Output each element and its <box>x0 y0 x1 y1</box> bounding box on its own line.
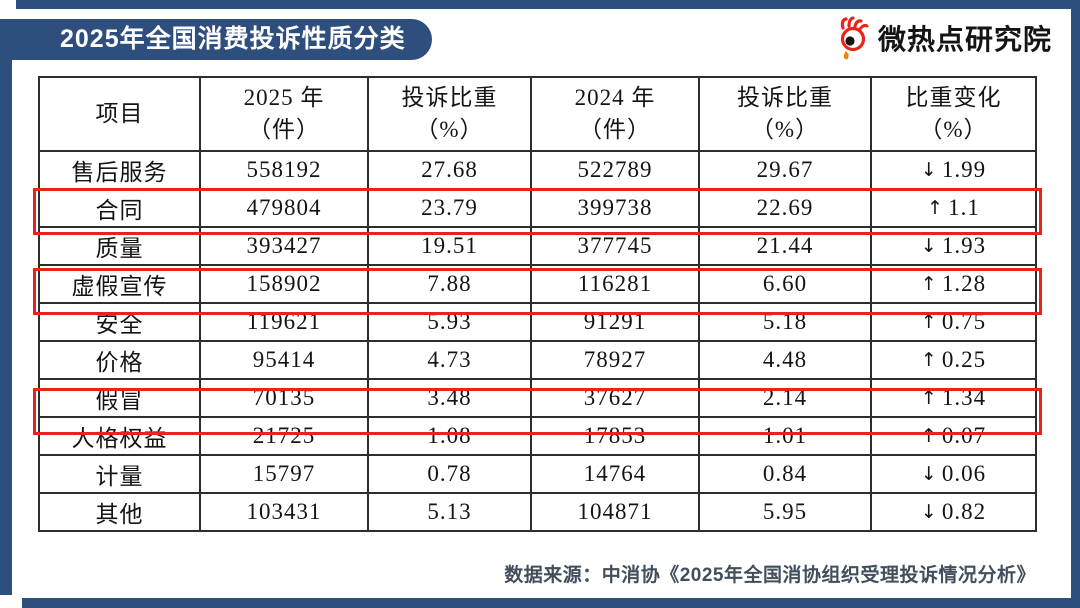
change-cell: ↓ 1.93 <box>870 226 1037 266</box>
table-row: 价格 95414 4.73 78927 4.48 ↑ 0.25 <box>38 340 1037 380</box>
count-2024-cell: 17853 <box>530 416 700 456</box>
share-2025-cell: 1.08 <box>367 416 532 456</box>
change-cell: ↓ 1.99 <box>870 150 1037 190</box>
table-row: 假冒 70135 3.48 37627 2.14 ↑ 1.34 <box>38 378 1037 418</box>
arrow-up-icon: ↑ <box>920 349 938 371</box>
col-header-change: 比重变化 （%） <box>870 76 1037 152</box>
change-cell: ↑ 1.28 <box>870 264 1037 304</box>
col-header-2024-count: 2024 年（件） <box>530 76 700 152</box>
table-row: 安全 119621 5.93 91291 5.18 ↑ 0.75 <box>38 302 1037 342</box>
count-2025-cell: 158902 <box>199 264 369 304</box>
item-cell: 虚假宣传 <box>38 264 201 304</box>
count-2024-cell: 522789 <box>530 150 700 190</box>
change-cell: ↓ 0.06 <box>870 454 1037 494</box>
weibo-eye-icon <box>833 16 873 60</box>
arrow-down-icon: ↓ <box>920 235 938 257</box>
col-header-2024-share: 投诉比重 （%） <box>698 76 872 152</box>
share-2024-cell: 4.48 <box>698 340 872 380</box>
count-2025-cell: 479804 <box>199 188 369 228</box>
table-row: 其他 103431 5.13 104871 5.95 ↓ 0.82 <box>38 492 1037 532</box>
frame-left-bar <box>0 20 12 595</box>
table-row: 售后服务 558192 27.68 522789 29.67 ↓ 1.99 <box>38 150 1037 190</box>
share-2024-cell: 2.14 <box>698 378 872 418</box>
item-cell: 其他 <box>38 492 201 532</box>
complaints-table: 项目 2025 年（件） 投诉比重 （%） 2024 年（件） 投诉比重 （%） 比… <box>38 76 1037 532</box>
share-2025-cell: 4.73 <box>367 340 532 380</box>
share-2025-cell: 3.48 <box>367 378 532 418</box>
share-2025-cell: 5.13 <box>367 492 532 532</box>
count-2024-cell: 91291 <box>530 302 700 342</box>
table-row: 虚假宣传 158902 7.88 116281 6.60 ↑ 1.28 <box>38 264 1037 304</box>
page-title: 2025年全国消费投诉性质分类 <box>0 19 432 60</box>
col-header-item: 项目 <box>38 76 201 152</box>
share-2025-cell: 23.79 <box>367 188 532 228</box>
col-header-2025-count: 2025 年（件） <box>199 76 369 152</box>
table-row: 人格权益 21725 1.08 17853 1.01 ↑ 0.07 <box>38 416 1037 456</box>
count-2024-cell: 78927 <box>530 340 700 380</box>
brand-logo: 微热点研究院 <box>833 16 1052 60</box>
count-2025-cell: 15797 <box>199 454 369 494</box>
table-row: 合同 479804 23.79 399738 22.69 ↑ 1.1 <box>38 188 1037 228</box>
share-2024-cell: 5.18 <box>698 302 872 342</box>
col-header-2025-share: 投诉比重 （%） <box>367 76 532 152</box>
count-2024-cell: 37627 <box>530 378 700 418</box>
data-source-note: 数据来源：中消协《2025年全国消协组织受理投诉情况分析》 <box>504 565 1036 586</box>
table-header-row: 项目 2025 年（件） 投诉比重 （%） 2024 年（件） 投诉比重 （%） 比… <box>38 76 1037 152</box>
share-2024-cell: 5.95 <box>698 492 872 532</box>
count-2024-cell: 377745 <box>530 226 700 266</box>
change-cell: ↓ 0.82 <box>870 492 1037 532</box>
count-2024-cell: 14764 <box>530 454 700 494</box>
arrow-down-icon: ↓ <box>920 501 938 523</box>
arrow-up-icon: ↑ <box>920 425 938 447</box>
change-cell: ↑ 0.25 <box>870 340 1037 380</box>
brand-name: 微热点研究院 <box>877 24 1052 55</box>
change-cell: ↑ 1.1 <box>870 188 1037 228</box>
count-2025-cell: 95414 <box>199 340 369 380</box>
count-2024-cell: 399738 <box>530 188 700 228</box>
share-2025-cell: 7.88 <box>367 264 532 304</box>
count-2025-cell: 103431 <box>199 492 369 532</box>
share-2024-cell: 1.01 <box>698 416 872 456</box>
frame-right-bar <box>1071 4 1080 602</box>
item-cell: 安全 <box>38 302 201 342</box>
count-2025-cell: 393427 <box>199 226 369 266</box>
arrow-up-icon: ↑ <box>920 311 938 333</box>
count-2024-cell: 104871 <box>530 492 700 532</box>
item-cell: 售后服务 <box>38 150 201 190</box>
count-2025-cell: 119621 <box>199 302 369 342</box>
change-cell: ↑ 0.75 <box>870 302 1037 342</box>
frame-top-bar <box>16 0 1080 9</box>
share-2025-cell: 19.51 <box>367 226 532 266</box>
table-row: 质量 393427 19.51 377745 21.44 ↓ 1.93 <box>38 226 1037 266</box>
share-2025-cell: 5.93 <box>367 302 532 342</box>
share-2024-cell: 29.67 <box>698 150 872 190</box>
share-2024-cell: 0.84 <box>698 454 872 494</box>
count-2025-cell: 70135 <box>199 378 369 418</box>
arrow-up-icon: ↑ <box>920 273 938 295</box>
change-cell: ↑ 0.07 <box>870 416 1037 456</box>
share-2024-cell: 22.69 <box>698 188 872 228</box>
arrow-up-icon: ↑ <box>920 387 938 409</box>
change-cell: ↑ 1.34 <box>870 378 1037 418</box>
count-2024-cell: 116281 <box>530 264 700 304</box>
count-2025-cell: 21725 <box>199 416 369 456</box>
arrow-up-icon: ↑ <box>927 197 945 219</box>
item-cell: 价格 <box>38 340 201 380</box>
share-2025-cell: 0.78 <box>367 454 532 494</box>
count-2025-cell: 558192 <box>199 150 369 190</box>
frame-bottom-bar <box>22 598 1080 608</box>
arrow-down-icon: ↓ <box>920 159 938 181</box>
share-2025-cell: 27.68 <box>367 150 532 190</box>
item-cell: 合同 <box>38 188 201 228</box>
table-row: 计量 15797 0.78 14764 0.84 ↓ 0.06 <box>38 454 1037 494</box>
item-cell: 质量 <box>38 226 201 266</box>
share-2024-cell: 6.60 <box>698 264 872 304</box>
arrow-down-icon: ↓ <box>920 463 938 485</box>
item-cell: 计量 <box>38 454 201 494</box>
item-cell: 人格权益 <box>38 416 201 456</box>
share-2024-cell: 21.44 <box>698 226 872 266</box>
item-cell: 假冒 <box>38 378 201 418</box>
